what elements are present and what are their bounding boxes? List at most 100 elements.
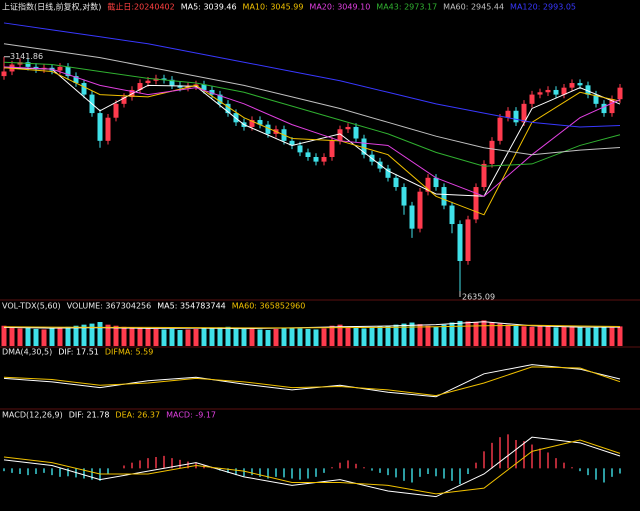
volume-bar xyxy=(281,328,287,346)
annotation: 2635.09 xyxy=(462,293,495,302)
volume-bar xyxy=(265,330,271,346)
legend-text: MACD: -9.17 xyxy=(166,411,216,420)
volume-bar xyxy=(121,326,127,346)
ma-line xyxy=(3,67,621,197)
volume-bar xyxy=(585,327,591,346)
candle-body xyxy=(289,140,295,146)
volume-bar xyxy=(529,326,535,346)
candle-body xyxy=(297,145,303,153)
candle-body xyxy=(57,66,63,71)
candle-body xyxy=(329,140,335,157)
candle-body xyxy=(113,103,119,118)
legend-text: MA60: 2945.44 xyxy=(443,3,504,12)
legend-text: MA10: 3045.99 xyxy=(243,3,304,12)
volume-bar xyxy=(201,328,207,346)
candle-body xyxy=(65,66,71,77)
volume-bar xyxy=(537,325,543,346)
legend-text: DIFMA: 5.59 xyxy=(105,348,153,357)
volume-bar xyxy=(465,321,471,346)
ma-line xyxy=(3,67,621,216)
ma-line xyxy=(3,436,621,498)
volume-bar xyxy=(177,330,183,346)
candle-body xyxy=(161,78,167,80)
candle-body xyxy=(97,113,103,141)
legend-text: DMA(4,30,5) xyxy=(2,348,52,357)
volume-bar xyxy=(609,327,615,346)
volume-bar xyxy=(441,324,447,346)
candle-body xyxy=(417,191,423,229)
candle-body xyxy=(489,140,495,164)
candle-body xyxy=(409,205,415,229)
volume-bar xyxy=(297,328,303,346)
volume-bar xyxy=(33,328,39,346)
volume-bar xyxy=(193,328,199,346)
volume-bar xyxy=(17,328,23,346)
legend-text: 截止日:20240402 xyxy=(107,2,174,12)
candle-body xyxy=(169,79,175,86)
legend-text: MA60: 365852960 xyxy=(232,302,306,311)
volume-bar xyxy=(57,327,63,346)
candle-body xyxy=(577,83,583,86)
legend-text: DEA: 26.37 xyxy=(115,411,160,420)
volume-bar xyxy=(457,320,463,346)
ma-line xyxy=(3,324,621,329)
candle-body xyxy=(425,177,431,192)
candle-body xyxy=(257,120,263,125)
volume-bar xyxy=(321,328,327,346)
candle-body xyxy=(505,110,511,118)
volume-bar xyxy=(345,326,351,346)
candle-body xyxy=(121,96,127,104)
volume-bar xyxy=(25,327,31,346)
candle-body xyxy=(481,163,487,188)
volume-bar xyxy=(153,328,159,346)
candle-body xyxy=(545,89,551,93)
legend-text: MA5: 3039.46 xyxy=(181,3,237,12)
volume-bar xyxy=(241,328,247,346)
legend-text: MA5: 354783744 xyxy=(157,302,226,311)
candle-body xyxy=(561,87,567,95)
candle-body xyxy=(569,83,575,88)
volume-bar xyxy=(593,327,599,346)
legend-text: MA20: 3049.10 xyxy=(309,3,370,12)
volume-bar xyxy=(65,326,71,346)
volume-bar xyxy=(569,326,575,346)
volume-bar xyxy=(257,329,263,346)
volume-bar xyxy=(561,326,567,346)
volume-bar xyxy=(425,325,431,346)
volume-bar xyxy=(409,322,415,346)
candle-body xyxy=(201,84,207,90)
volume-bar xyxy=(489,322,495,346)
candle-body xyxy=(401,187,407,206)
volume-bar xyxy=(225,326,231,346)
candle-body xyxy=(385,168,391,178)
volume-bar xyxy=(337,324,343,346)
candle-body xyxy=(249,120,255,127)
volume-bar xyxy=(73,325,79,346)
volume-bar xyxy=(505,324,511,346)
candle-body xyxy=(81,83,87,95)
volume-bar xyxy=(521,326,527,346)
volume-bar xyxy=(369,327,375,346)
volume-bar xyxy=(577,327,583,346)
ma-line xyxy=(3,366,621,397)
volume-bar xyxy=(513,325,519,346)
candle-body xyxy=(105,117,111,141)
volume-bar xyxy=(601,326,607,346)
legend-text: VOL-TDX(5,60) xyxy=(2,302,61,311)
volume-bar xyxy=(209,327,215,346)
annotation: 3141.86 xyxy=(10,52,43,61)
candle-body xyxy=(585,85,591,95)
candle-body xyxy=(353,126,359,139)
volume-bar xyxy=(617,326,623,346)
volume-bar xyxy=(313,329,319,346)
ma-line xyxy=(3,61,621,167)
volume-bar xyxy=(449,322,455,346)
legend-text: DIF: 21.78 xyxy=(69,411,110,420)
volume-bar xyxy=(113,325,119,346)
candle-body xyxy=(321,157,327,162)
candle-body xyxy=(441,187,447,206)
volume-bar xyxy=(41,329,47,346)
volume-bar xyxy=(289,327,295,346)
candle-body xyxy=(177,85,183,88)
